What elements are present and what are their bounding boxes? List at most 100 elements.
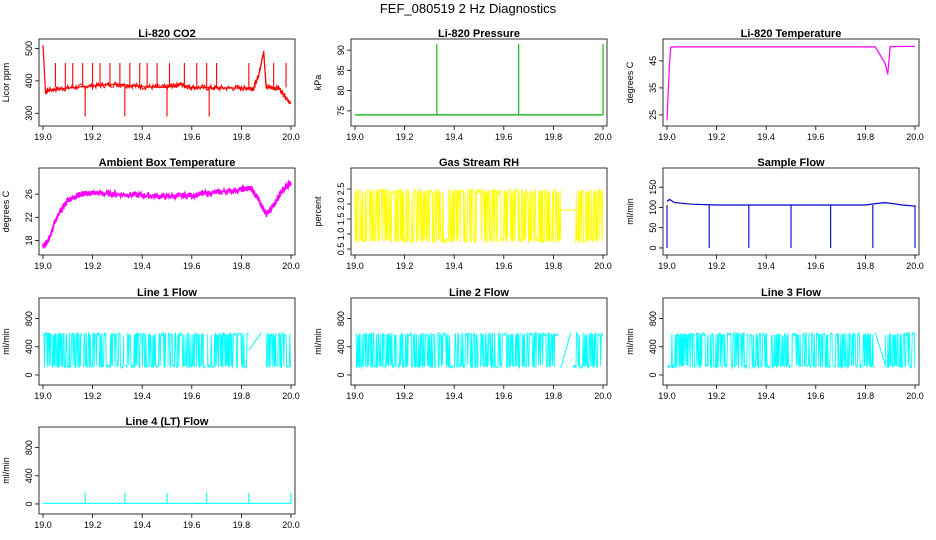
y-tick-label: 400 [24, 339, 34, 354]
plot-frame [662, 167, 920, 256]
data-layer [42, 179, 292, 249]
chart-title: Line 1 Flow [137, 287, 197, 299]
x-tick-label: 19.4 [133, 132, 151, 142]
x-tick-label: 20.0 [282, 391, 300, 401]
y-tick-label: 90 [336, 45, 346, 55]
signal-band [265, 332, 292, 369]
y-axis-label: Licor ppm [1, 63, 11, 103]
y-tick-label: 400 [648, 339, 658, 354]
ramp-line [560, 332, 572, 369]
x-tick-label: 19.4 [757, 132, 775, 142]
series-band [42, 179, 292, 249]
x-tick-label: 19.8 [857, 261, 875, 271]
y-axis-label: degrees C [1, 190, 11, 232]
x-tick-label: 19.6 [495, 391, 513, 401]
x-tick-label: 20.0 [282, 261, 300, 271]
x-tick-label: 19.4 [445, 391, 463, 401]
y-tick-label: 0 [648, 372, 658, 377]
chart-title: Sample Flow [757, 157, 825, 169]
x-tick-label: 19.6 [183, 132, 201, 142]
chart-title: Li-820 CO2 [138, 28, 195, 40]
y-tick-label: 25 [648, 110, 658, 120]
y-tick-label: 2.0 [336, 198, 346, 211]
x-tick-label: 20.0 [594, 261, 612, 271]
data-layer [666, 331, 916, 370]
y-tick-label: 1.5 [336, 213, 346, 226]
y-tick-label: 150 [648, 180, 658, 195]
y-tick-label: 400 [336, 339, 346, 354]
x-tick-label: 19.6 [183, 261, 201, 271]
y-tick-label: 400 [24, 73, 34, 88]
y-tick-label: 1.0 [336, 228, 346, 241]
panel-line3: Line 3 Flow 19.0 19.2 19.4 19.6 19.8 20.0 0 400 8… [624, 283, 934, 411]
ramp-line [248, 332, 262, 351]
plot-frame [662, 38, 920, 127]
x-tick-label: 19.0 [658, 132, 676, 142]
x-tick-label: 19.2 [708, 391, 726, 401]
data-layer [354, 331, 604, 370]
x-tick-label: 19.0 [346, 391, 364, 401]
x-tick-label: 19.2 [708, 132, 726, 142]
x-tick-label: 19.8 [857, 132, 875, 142]
x-tick-label: 20.0 [282, 520, 300, 530]
x-tick-label: 19.4 [133, 520, 151, 530]
x-tick-label: 19.8 [857, 391, 875, 401]
y-tick-label: 45 [648, 56, 658, 66]
panel-ambient: Ambient Box Temperature 19.0 19.2 19.4 19.6 1… [0, 153, 310, 281]
y-axis-label: ml/min [625, 328, 635, 355]
data-layer [354, 187, 604, 245]
signal-band [354, 187, 562, 245]
y-axis-label: ml/min [625, 198, 635, 225]
series-line [666, 198, 916, 207]
y-axis-label: degrees C [625, 61, 635, 103]
x-tick-label: 19.2 [84, 261, 102, 271]
signal-band [354, 331, 559, 370]
y-tick-label: 75 [336, 106, 346, 116]
x-tick-label: 19.6 [807, 261, 825, 271]
y-tick-label: 0 [648, 245, 658, 250]
series-noise [45, 50, 292, 105]
panel-pressure: Li-820 Pressure 19.0 19.2 19.4 19.6 19.8 20.0 7… [312, 24, 622, 152]
x-tick-label: 19.8 [545, 261, 563, 271]
y-tick-label: 50 [648, 223, 658, 233]
data-layer [666, 45, 916, 121]
y-tick-label: 0 [24, 372, 34, 377]
y-tick-label: 0 [24, 501, 34, 506]
y-tick-label: 400 [24, 468, 34, 483]
x-tick-label: 20.0 [906, 391, 924, 401]
data-layer [43, 492, 292, 504]
panel-line4: Line 4 (LT) Flow 19.0 19.2 19.4 19.6 19.8 20.0… [0, 412, 310, 540]
chart-title: Line 4 (LT) Flow [126, 416, 209, 428]
plot-frame [38, 167, 296, 256]
x-tick-label: 19.8 [545, 391, 563, 401]
data-layer [42, 45, 292, 117]
x-tick-label: 19.6 [807, 132, 825, 142]
x-tick-label: 20.0 [282, 132, 300, 142]
x-tick-label: 19.8 [233, 132, 251, 142]
y-tick-label: 2.5 [336, 183, 346, 196]
data-layer [42, 331, 292, 370]
x-tick-label: 19.8 [233, 391, 251, 401]
x-tick-label: 19.0 [658, 261, 676, 271]
x-tick-label: 20.0 [594, 132, 612, 142]
y-tick-label: 80 [336, 86, 346, 96]
x-tick-label: 19.2 [84, 132, 102, 142]
x-tick-label: 20.0 [906, 132, 924, 142]
y-tick-label: 100 [648, 200, 658, 215]
chart-title: Li-820 Pressure [438, 28, 520, 40]
figure-title: FEF_080519 2 Hz Diagnostics [379, 1, 557, 16]
x-tick-label: 19.4 [445, 132, 463, 142]
x-tick-label: 19.2 [396, 261, 414, 271]
x-tick-label: 19.4 [757, 391, 775, 401]
y-tick-label: 300 [24, 106, 34, 121]
x-tick-label: 19.2 [396, 132, 414, 142]
signal-band [42, 331, 249, 370]
y-tick-label: 800 [24, 311, 34, 326]
y-tick-label: 85 [336, 65, 346, 75]
x-tick-label: 19.0 [34, 261, 52, 271]
panel-line2: Line 2 Flow 19.0 19.2 19.4 19.6 19.8 20.0 0 400 8… [312, 283, 622, 411]
plot-frame [38, 297, 296, 386]
x-tick-label: 19.8 [233, 261, 251, 271]
x-tick-label: 19.4 [133, 391, 151, 401]
y-tick-label: 800 [336, 311, 346, 326]
